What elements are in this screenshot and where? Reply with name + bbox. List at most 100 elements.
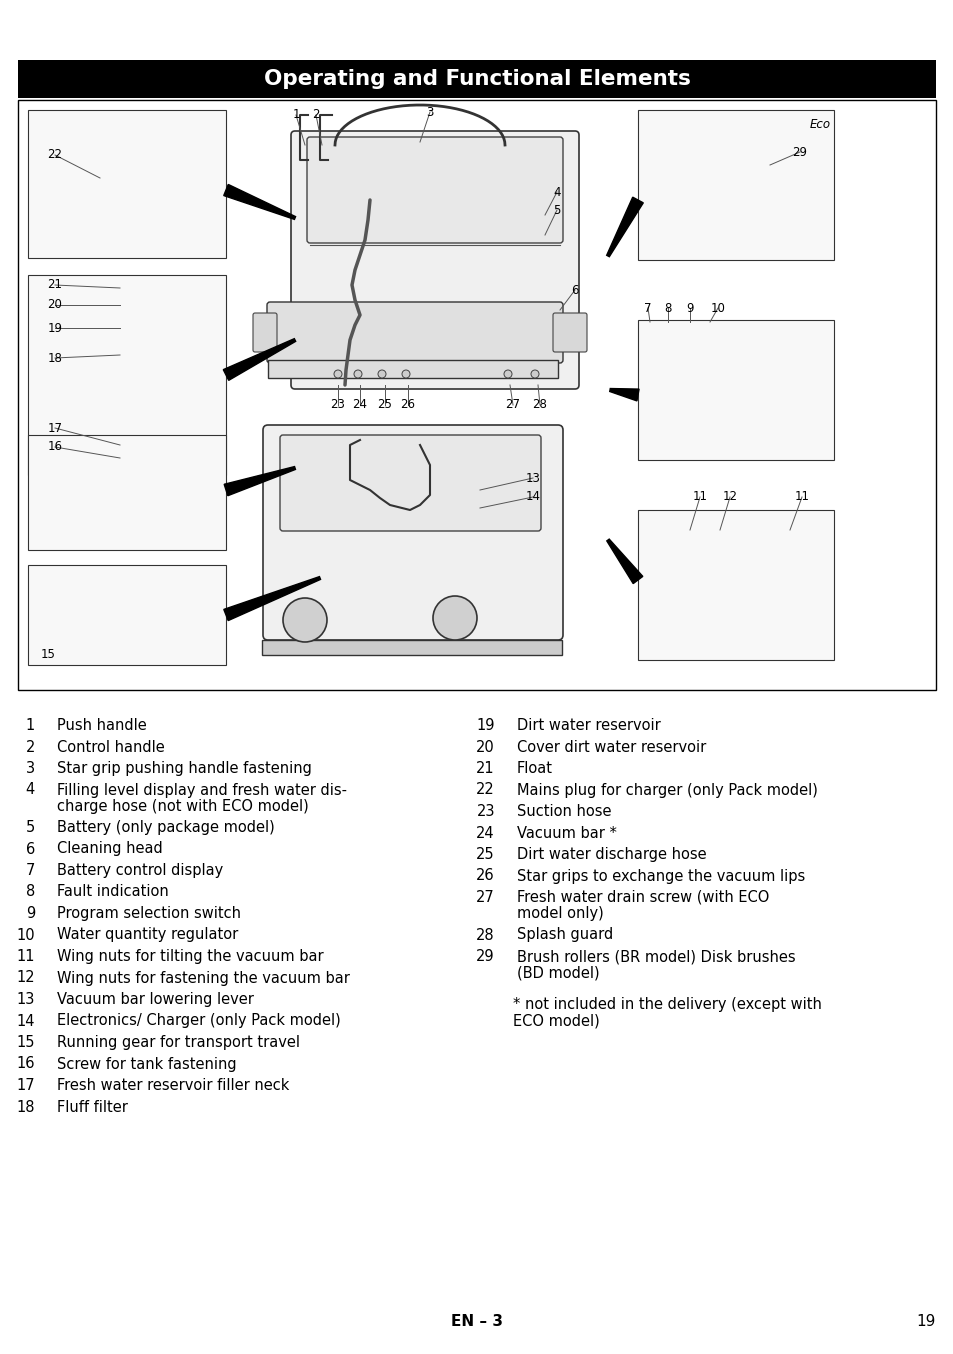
Text: 21: 21 bbox=[48, 279, 63, 291]
Text: Dirt water reservoir: Dirt water reservoir bbox=[517, 718, 660, 733]
Text: 19: 19 bbox=[476, 718, 495, 733]
Text: 27: 27 bbox=[505, 398, 520, 412]
Circle shape bbox=[503, 370, 512, 378]
Polygon shape bbox=[606, 198, 642, 257]
Text: 29: 29 bbox=[476, 949, 495, 964]
Bar bbox=[28, 435, 226, 550]
Text: 1: 1 bbox=[26, 718, 35, 733]
Text: 22: 22 bbox=[476, 783, 495, 798]
Text: 25: 25 bbox=[377, 398, 392, 412]
Text: 3: 3 bbox=[26, 761, 35, 776]
FancyBboxPatch shape bbox=[280, 435, 540, 531]
Text: 28: 28 bbox=[476, 927, 495, 942]
Text: 2: 2 bbox=[312, 108, 319, 122]
Text: 4: 4 bbox=[553, 185, 560, 199]
Text: Cleaning head: Cleaning head bbox=[57, 841, 163, 857]
Text: Screw for tank fastening: Screw for tank fastening bbox=[57, 1056, 236, 1071]
Text: 21: 21 bbox=[476, 761, 495, 776]
Text: Dirt water discharge hose: Dirt water discharge hose bbox=[517, 848, 706, 862]
Text: 26: 26 bbox=[476, 868, 495, 884]
Text: Brush rollers (BR model) Disk brushes: Brush rollers (BR model) Disk brushes bbox=[517, 949, 795, 964]
Text: Water quantity regulator: Water quantity regulator bbox=[57, 927, 238, 942]
Polygon shape bbox=[223, 338, 295, 380]
Text: 18: 18 bbox=[48, 352, 62, 364]
Text: 26: 26 bbox=[400, 398, 416, 412]
Polygon shape bbox=[609, 389, 639, 401]
Text: 22: 22 bbox=[48, 149, 63, 161]
Polygon shape bbox=[224, 184, 295, 219]
Text: Suction hose: Suction hose bbox=[517, 804, 611, 819]
Text: 7: 7 bbox=[643, 302, 651, 314]
FancyBboxPatch shape bbox=[263, 425, 562, 640]
Bar bbox=[268, 360, 558, 378]
Text: 10: 10 bbox=[16, 927, 35, 942]
Bar bbox=[262, 640, 561, 655]
Text: 15: 15 bbox=[16, 1034, 35, 1049]
Text: 14: 14 bbox=[16, 1014, 35, 1029]
Text: 28: 28 bbox=[532, 398, 547, 412]
Text: Cover dirt water reservoir: Cover dirt water reservoir bbox=[517, 739, 705, 754]
Text: 23: 23 bbox=[331, 398, 345, 412]
Text: 6: 6 bbox=[571, 283, 578, 297]
Text: Operating and Functional Elements: Operating and Functional Elements bbox=[263, 69, 690, 89]
Text: Eco: Eco bbox=[809, 118, 830, 131]
Text: Filling level display and fresh water dis-: Filling level display and fresh water di… bbox=[57, 783, 347, 798]
FancyBboxPatch shape bbox=[553, 313, 586, 352]
Bar bbox=[638, 320, 833, 460]
Text: Electronics/ Charger (only Pack model): Electronics/ Charger (only Pack model) bbox=[57, 1014, 340, 1029]
Bar bbox=[638, 510, 833, 659]
FancyBboxPatch shape bbox=[307, 137, 562, 242]
Text: Push handle: Push handle bbox=[57, 718, 147, 733]
Bar bbox=[638, 110, 833, 260]
Text: 11: 11 bbox=[16, 949, 35, 964]
Text: Vacuum bar lowering lever: Vacuum bar lowering lever bbox=[57, 992, 253, 1007]
Circle shape bbox=[531, 370, 538, 378]
Text: 1: 1 bbox=[292, 108, 299, 122]
Circle shape bbox=[433, 596, 476, 640]
Text: Fresh water reservoir filler neck: Fresh water reservoir filler neck bbox=[57, 1078, 289, 1093]
Text: 3: 3 bbox=[426, 106, 434, 119]
Text: Running gear for transport travel: Running gear for transport travel bbox=[57, 1034, 299, 1049]
Text: Control handle: Control handle bbox=[57, 739, 165, 754]
Text: ECO model): ECO model) bbox=[513, 1013, 599, 1028]
Polygon shape bbox=[606, 539, 642, 584]
FancyBboxPatch shape bbox=[267, 302, 562, 363]
Text: Fluff filter: Fluff filter bbox=[57, 1099, 128, 1114]
Text: 14: 14 bbox=[525, 490, 540, 504]
Text: 6: 6 bbox=[26, 841, 35, 857]
Text: 20: 20 bbox=[476, 739, 495, 754]
Text: 9: 9 bbox=[26, 906, 35, 921]
Bar bbox=[28, 110, 226, 259]
Bar bbox=[18, 60, 935, 97]
Text: 16: 16 bbox=[16, 1056, 35, 1071]
Text: 9: 9 bbox=[685, 302, 693, 314]
Text: 11: 11 bbox=[692, 490, 707, 504]
Text: 18: 18 bbox=[16, 1099, 35, 1114]
Text: 29: 29 bbox=[792, 145, 806, 158]
Text: 16: 16 bbox=[48, 440, 63, 454]
Text: Wing nuts for tilting the vacuum bar: Wing nuts for tilting the vacuum bar bbox=[57, 949, 323, 964]
FancyBboxPatch shape bbox=[253, 313, 276, 352]
Text: 10: 10 bbox=[710, 302, 724, 314]
Text: Mains plug for charger (only Pack model): Mains plug for charger (only Pack model) bbox=[517, 783, 817, 798]
Text: 11: 11 bbox=[794, 490, 809, 504]
Text: Float: Float bbox=[517, 761, 553, 776]
Circle shape bbox=[354, 370, 361, 378]
Text: Battery control display: Battery control display bbox=[57, 862, 223, 877]
Text: (BD model): (BD model) bbox=[517, 965, 599, 980]
Text: Star grips to exchange the vacuum lips: Star grips to exchange the vacuum lips bbox=[517, 868, 804, 884]
Text: 5: 5 bbox=[553, 203, 560, 217]
Text: 24: 24 bbox=[476, 826, 495, 841]
Text: 5: 5 bbox=[26, 821, 35, 835]
FancyBboxPatch shape bbox=[291, 131, 578, 389]
Text: Star grip pushing handle fastening: Star grip pushing handle fastening bbox=[57, 761, 312, 776]
Text: charge hose (not with ECO model): charge hose (not with ECO model) bbox=[57, 799, 309, 814]
Text: 17: 17 bbox=[16, 1078, 35, 1093]
Circle shape bbox=[334, 370, 341, 378]
Text: Splash guard: Splash guard bbox=[517, 927, 613, 942]
Text: 19: 19 bbox=[916, 1315, 935, 1330]
Bar bbox=[18, 100, 935, 691]
Text: 8: 8 bbox=[26, 884, 35, 899]
Circle shape bbox=[377, 370, 386, 378]
Circle shape bbox=[283, 598, 327, 642]
